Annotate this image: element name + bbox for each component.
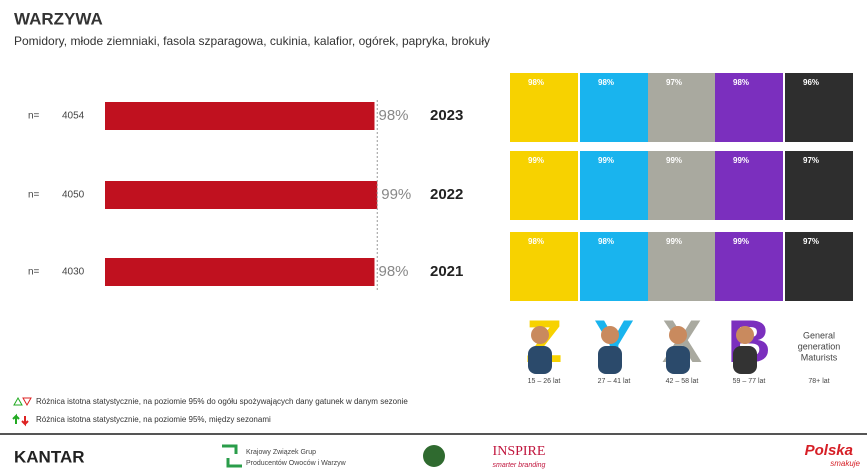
tile-label: 98% xyxy=(598,78,614,87)
tile xyxy=(715,232,783,301)
inspire-sub: smarter branding xyxy=(493,462,546,469)
person-body xyxy=(666,346,690,374)
tile xyxy=(580,151,648,220)
legend-text: Różnica istotna statystycznie, na poziom… xyxy=(36,415,271,424)
tile-label: 98% xyxy=(528,78,544,87)
bar xyxy=(105,102,375,130)
tile xyxy=(715,73,783,142)
tile-label: 97% xyxy=(666,78,682,87)
age-label: 59 – 77 lat xyxy=(733,378,766,385)
age-label: 15 – 26 lat xyxy=(528,378,561,385)
season-up-icon xyxy=(12,413,20,424)
generation-name: generation xyxy=(798,341,841,351)
emblem-icon xyxy=(423,445,445,467)
value-label: 98% xyxy=(379,107,409,124)
smakuje-logo: smakuje xyxy=(830,459,860,468)
tile-label: 98% xyxy=(733,78,749,87)
subtitle: Pomidory, młode ziemniaki, fasola szpara… xyxy=(14,34,490,48)
generation-name: Maturists xyxy=(801,352,838,362)
age-label: 42 – 58 lat xyxy=(666,378,699,385)
person-body xyxy=(528,346,552,374)
tile-label: 96% xyxy=(803,78,819,87)
person-head xyxy=(736,326,754,344)
person-body xyxy=(733,346,757,374)
person-body xyxy=(598,346,622,374)
n-value: 4050 xyxy=(62,190,85,201)
tile xyxy=(580,232,648,301)
bar xyxy=(105,181,378,209)
year-label: 2022 xyxy=(430,186,463,203)
generation-name: General xyxy=(803,330,835,340)
kzgp-text: Producentów Owoców i Warzyw xyxy=(246,460,347,467)
bar xyxy=(105,258,375,286)
n-value: 4054 xyxy=(62,111,85,122)
tile xyxy=(648,151,716,220)
tile-label: 99% xyxy=(528,156,544,165)
tile xyxy=(715,151,783,220)
tile-label: 99% xyxy=(598,156,614,165)
tile-label: 98% xyxy=(528,237,544,246)
sig-down-icon xyxy=(22,397,32,407)
tile xyxy=(785,151,853,220)
tile xyxy=(580,73,648,142)
inspire-logo: INSPIRE xyxy=(493,444,546,459)
tile-label: 99% xyxy=(666,237,682,246)
sig-up-icon xyxy=(13,396,23,406)
kantar-logo: KANTAR xyxy=(14,447,85,466)
tile xyxy=(648,232,716,301)
n-label: n= xyxy=(28,267,40,278)
person-head xyxy=(669,326,687,344)
tile xyxy=(785,232,853,301)
tile xyxy=(510,232,578,301)
legend-text: Różnica istotna statystycznie, na poziom… xyxy=(36,397,408,406)
polska-logo: Polska xyxy=(805,442,853,459)
kzgp-text: Krajowy Związek Grup xyxy=(246,449,316,456)
tile xyxy=(648,73,716,142)
tile-label: 98% xyxy=(598,237,614,246)
kzgp-icon xyxy=(222,444,242,468)
tile-label: 97% xyxy=(803,156,819,165)
value-label: 98% xyxy=(379,263,409,280)
value-label: 99% xyxy=(381,186,411,203)
tile xyxy=(785,73,853,142)
n-value: 4030 xyxy=(62,267,85,278)
age-label: 78+ lat xyxy=(808,378,829,385)
tile-label: 99% xyxy=(733,237,749,246)
tile xyxy=(510,151,578,220)
tile xyxy=(510,73,578,142)
age-label: 27 – 41 lat xyxy=(598,378,631,385)
tile-label: 97% xyxy=(803,237,819,246)
tile-label: 99% xyxy=(733,156,749,165)
person-head xyxy=(531,326,549,344)
year-label: 2023 xyxy=(430,107,463,124)
person-head xyxy=(601,326,619,344)
n-label: n= xyxy=(28,111,40,122)
year-label: 2021 xyxy=(430,263,463,280)
n-label: n= xyxy=(28,190,40,201)
tile-label: 99% xyxy=(666,156,682,165)
title: WARZYWA xyxy=(14,9,103,28)
season-down-icon xyxy=(21,416,29,427)
